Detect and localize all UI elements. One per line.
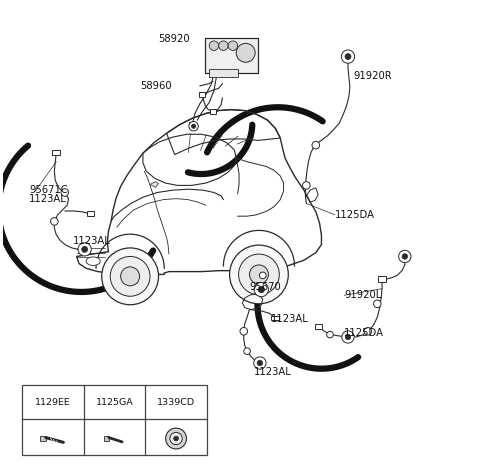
- Bar: [52, 150, 60, 155]
- Circle shape: [402, 254, 408, 259]
- Ellipse shape: [86, 257, 100, 266]
- FancyBboxPatch shape: [209, 69, 238, 77]
- FancyBboxPatch shape: [205, 38, 258, 73]
- Circle shape: [254, 283, 268, 297]
- Circle shape: [399, 250, 411, 263]
- Circle shape: [219, 41, 228, 50]
- FancyBboxPatch shape: [104, 436, 109, 441]
- Circle shape: [236, 43, 255, 62]
- FancyBboxPatch shape: [22, 385, 207, 456]
- Circle shape: [50, 218, 58, 225]
- Circle shape: [166, 428, 187, 449]
- Circle shape: [192, 124, 196, 128]
- Circle shape: [312, 142, 320, 149]
- Circle shape: [170, 432, 182, 445]
- Circle shape: [254, 357, 266, 369]
- Text: 1125DA: 1125DA: [335, 210, 375, 220]
- Circle shape: [61, 189, 69, 196]
- Circle shape: [345, 334, 351, 340]
- Text: 1123AL: 1123AL: [254, 368, 292, 378]
- Circle shape: [302, 181, 310, 189]
- FancyBboxPatch shape: [40, 436, 46, 441]
- Text: 91920L: 91920L: [344, 290, 382, 300]
- Polygon shape: [150, 181, 158, 187]
- Circle shape: [120, 267, 140, 286]
- Text: 95670: 95670: [250, 282, 281, 292]
- Bar: [189, 123, 196, 127]
- Circle shape: [209, 41, 219, 50]
- Text: 91920R: 91920R: [354, 71, 392, 82]
- Text: 1339CD: 1339CD: [157, 398, 195, 407]
- Circle shape: [257, 360, 263, 366]
- Circle shape: [373, 300, 381, 308]
- Circle shape: [327, 331, 333, 338]
- Circle shape: [82, 247, 88, 252]
- Circle shape: [258, 286, 264, 293]
- Text: 1123AL: 1123AL: [271, 314, 309, 324]
- Text: 1123AL: 1123AL: [73, 236, 111, 247]
- Circle shape: [239, 254, 279, 295]
- Text: 1123AL: 1123AL: [29, 194, 67, 204]
- Circle shape: [102, 248, 158, 305]
- Bar: [210, 109, 216, 114]
- Circle shape: [250, 265, 268, 284]
- Bar: [315, 324, 323, 329]
- Text: 1125GA: 1125GA: [96, 398, 133, 407]
- Bar: [86, 211, 94, 216]
- Bar: [271, 316, 279, 320]
- Text: 1125DA: 1125DA: [344, 328, 384, 338]
- Bar: [378, 276, 386, 282]
- Circle shape: [228, 41, 238, 50]
- Circle shape: [174, 436, 179, 441]
- Circle shape: [189, 122, 198, 131]
- Circle shape: [78, 243, 91, 256]
- Circle shape: [229, 245, 288, 304]
- Text: 58920: 58920: [159, 34, 190, 44]
- Circle shape: [244, 348, 251, 354]
- Circle shape: [345, 54, 351, 59]
- Text: 58960: 58960: [140, 81, 171, 91]
- Circle shape: [364, 327, 372, 335]
- Circle shape: [240, 327, 248, 335]
- Circle shape: [341, 50, 355, 63]
- Bar: [199, 92, 205, 97]
- Circle shape: [110, 256, 150, 296]
- Text: 1129EE: 1129EE: [35, 398, 71, 407]
- Text: 95671C: 95671C: [29, 185, 68, 195]
- Circle shape: [259, 272, 266, 279]
- Circle shape: [342, 331, 354, 343]
